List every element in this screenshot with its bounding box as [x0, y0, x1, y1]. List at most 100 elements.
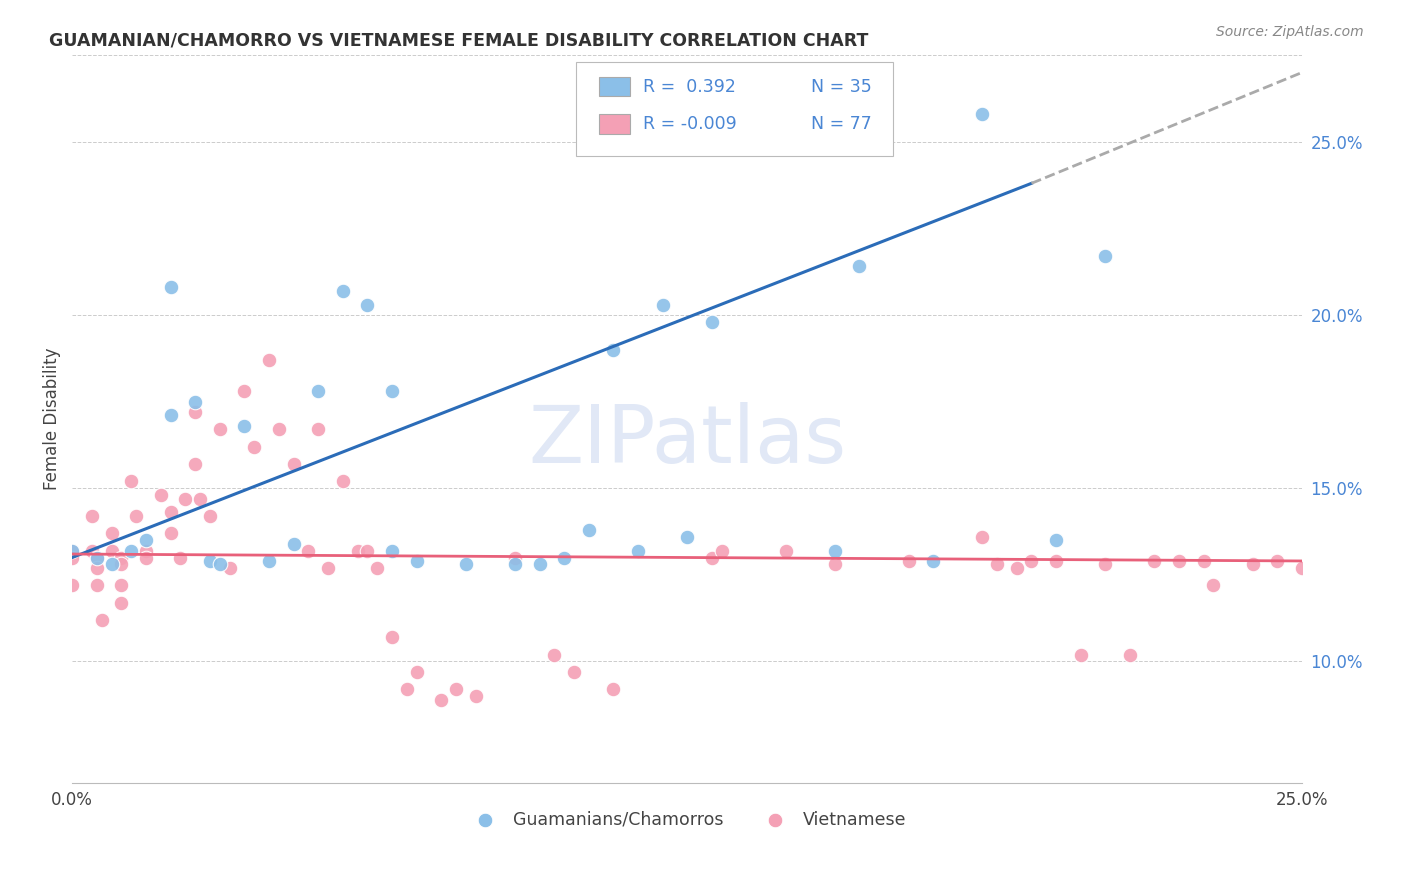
Point [86, 550, 108, 565]
Point [149, 488, 172, 502]
Point [60, 550, 83, 565]
Point [218, 561, 240, 575]
Point [700, 550, 723, 565]
Point [169, 550, 191, 565]
Point [100, 543, 122, 558]
Text: ZIPatlas: ZIPatlas [529, 401, 846, 480]
Point [986, 558, 1008, 572]
Point [110, 578, 132, 592]
Point [135, 533, 157, 548]
Point [1389, 561, 1406, 575]
Point [283, 457, 305, 471]
Point [332, 475, 354, 489]
Text: R =  0.392: R = 0.392 [643, 78, 735, 95]
Point [824, 543, 846, 558]
Point [90, 613, 112, 627]
Point [972, 107, 994, 121]
Point [86, 561, 108, 575]
Point [86, 550, 108, 565]
Point [848, 260, 870, 274]
Point [366, 561, 388, 575]
Point [1267, 554, 1289, 568]
Point [307, 422, 329, 436]
Point [444, 682, 467, 697]
Point [100, 526, 122, 541]
Point [233, 384, 256, 399]
Point [283, 536, 305, 550]
Point [332, 284, 354, 298]
Point [188, 491, 211, 506]
Point [824, 558, 846, 572]
Point [1192, 554, 1215, 568]
Point [700, 315, 723, 329]
Point [503, 558, 526, 572]
Point [395, 682, 418, 697]
Text: N = 35: N = 35 [811, 78, 872, 95]
Point [198, 508, 221, 523]
Point [602, 682, 624, 697]
Point [110, 595, 132, 609]
Point [267, 422, 290, 436]
Point [184, 394, 207, 409]
Point [543, 648, 565, 662]
Point [405, 554, 427, 568]
Point [159, 506, 181, 520]
Point [464, 689, 486, 703]
Point [184, 457, 207, 471]
Point [1241, 558, 1264, 572]
Point [1094, 249, 1116, 263]
Point [381, 384, 404, 399]
Point [60, 543, 83, 558]
Point [1202, 578, 1225, 592]
Point [1168, 554, 1191, 568]
Point [1365, 561, 1388, 575]
Point [80, 508, 103, 523]
Point [1316, 561, 1339, 575]
Point [454, 558, 477, 572]
Point [233, 418, 256, 433]
Point [297, 543, 319, 558]
Point [1045, 533, 1067, 548]
Point [110, 558, 132, 572]
Point [184, 405, 207, 419]
Text: N = 77: N = 77 [811, 115, 872, 133]
Point [307, 384, 329, 399]
Point [356, 297, 378, 311]
Point [356, 543, 378, 558]
Point [1340, 565, 1362, 579]
Point [159, 409, 181, 423]
Point [159, 280, 181, 294]
Point [897, 554, 920, 568]
Text: R = -0.009: R = -0.009 [643, 115, 737, 133]
Point [553, 550, 575, 565]
Point [627, 543, 650, 558]
Point [972, 530, 994, 544]
Point [257, 353, 280, 368]
Point [710, 543, 733, 558]
Point [1291, 561, 1313, 575]
Point [651, 297, 673, 311]
Legend: Guamanians/Chamorros, Vietnamese: Guamanians/Chamorros, Vietnamese [461, 804, 914, 836]
Text: GUAMANIAN/CHAMORRO VS VIETNAMESE FEMALE DISABILITY CORRELATION CHART: GUAMANIAN/CHAMORRO VS VIETNAMESE FEMALE … [49, 31, 869, 49]
Point [120, 475, 142, 489]
Point [1143, 554, 1166, 568]
Point [503, 550, 526, 565]
Point [578, 523, 600, 537]
Point [100, 558, 122, 572]
Point [1021, 554, 1043, 568]
Point [316, 561, 339, 575]
Point [110, 550, 132, 565]
Point [922, 554, 945, 568]
Point [257, 554, 280, 568]
Point [602, 343, 624, 357]
Y-axis label: Female Disability: Female Disability [44, 348, 60, 491]
Text: Source: ZipAtlas.com: Source: ZipAtlas.com [1216, 25, 1364, 39]
Point [60, 543, 83, 558]
Point [676, 530, 699, 544]
Point [430, 692, 453, 706]
Point [120, 543, 142, 558]
Point [125, 508, 148, 523]
Point [86, 578, 108, 592]
Point [135, 550, 157, 565]
Point [775, 543, 797, 558]
